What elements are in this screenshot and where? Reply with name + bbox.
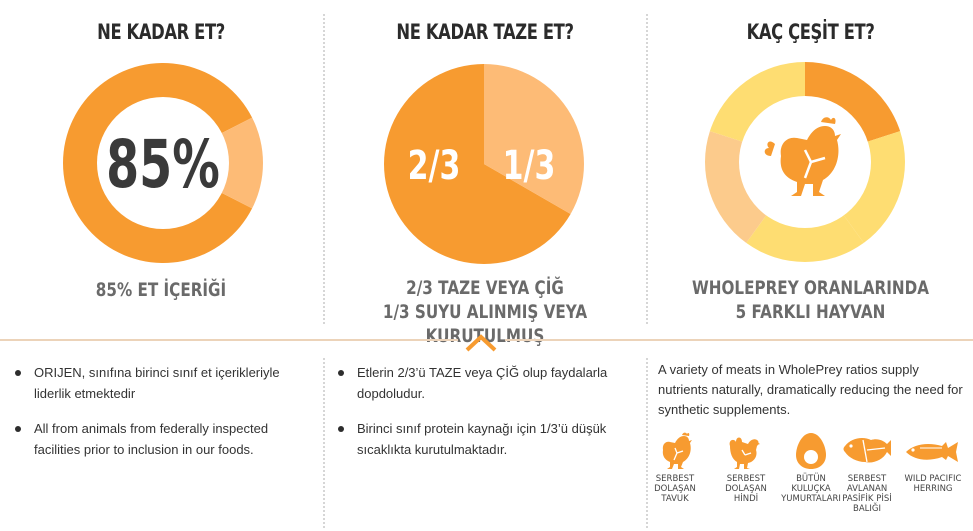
fresh-slice-1 — [384, 64, 571, 264]
caption-line: 1/3 SUYU ALINMIŞ VEYA KURUTULMUŞ — [382, 301, 588, 347]
donut-center-value: 85% — [106, 126, 220, 203]
panel-meat-amount: NE KADAR ET? 85% 85% ET İÇERİĞİ — [0, 0, 322, 327]
bullet-list-2: Etlerin 2/3’ü TAZE veya ÇİĞ olup faydala… — [337, 362, 627, 474]
panel-meat-variety: KAÇ ÇEŞİT ET? WHOLEPREY ORANLARINDA 5 FA… — [648, 0, 973, 327]
bullet-item: ORIJEN, sınıfına birinci sınıf et içerik… — [14, 362, 304, 404]
animal-label: SERBEST DOLAŞAN TAVUK — [654, 474, 696, 504]
divider — [323, 358, 325, 528]
egg-icon — [796, 433, 826, 469]
turkey-icon — [729, 437, 760, 469]
bullet-item: Etlerin 2/3’ü TAZE veya ÇİĞ olup faydala… — [337, 362, 627, 404]
bullet-item: Birinci sınıf protein kaynağı için 1/3’ü… — [337, 418, 627, 460]
animal-label: SERBEST DOLAŞAN HİNDİ — [725, 474, 767, 504]
panel-heading: NE KADAR ET? — [97, 20, 225, 44]
caption-line: 5 FARKLI HAYVAN — [735, 301, 886, 323]
panel-fresh-meat: NE KADAR TAZE ET? 2/3 1/3 2/3 TAZE VEYA … — [325, 0, 645, 347]
divider — [646, 14, 648, 324]
herring-icon — [906, 442, 958, 462]
panel-heading: KAÇ ÇEŞİT ET? — [746, 20, 875, 44]
animal-label: WILD PACIFIC HERRING — [904, 474, 962, 494]
caption-line: WHOLEPREY ORANLARINDA — [691, 277, 930, 299]
panel-caption: 2/3 TAZE VEYA ÇİĞ 1/3 SUYU ALINMIŞ VEYA … — [357, 276, 613, 348]
separator-line — [0, 339, 458, 341]
pie-chart-fresh: 2/3 1/3 — [384, 64, 584, 264]
bullet-item: All from animals from federally inspecte… — [14, 418, 304, 460]
caption-line: 2/3 TAZE VEYA ÇİĞ — [406, 277, 564, 299]
donut-chart-meat: 85% — [63, 63, 263, 263]
divider — [646, 358, 648, 528]
caption-line: 85% ET İÇERİĞİ — [95, 279, 227, 301]
chicken-icon — [764, 117, 841, 196]
animal-label: SERBEST AVLANAN PASİFİK PİSİ BALIĞI — [842, 474, 892, 514]
animal-flatfish: SERBEST AVLANAN PASİFİK PİSİ BALIĞI — [836, 432, 898, 514]
panel-heading: NE KADAR TAZE ET? — [396, 20, 574, 44]
animal-herring: WILD PACIFIC HERRING — [900, 432, 966, 494]
wholeprey-description: A variety of meats in WholePrey ratios s… — [658, 362, 963, 417]
panel-caption: 85% ET İÇERİĞİ — [32, 278, 290, 302]
animal-chicken: SERBEST DOLAŞAN TAVUK — [644, 432, 706, 504]
fresh-slice-2 — [484, 64, 584, 214]
animal-label: BÜTÜN KULUÇKA YUMURTALARI — [781, 474, 841, 504]
chicken-icon — [662, 432, 692, 469]
pie-label-fresh: 2/3 — [408, 143, 461, 189]
animal-turkey: SERBEST DOLAŞAN HİNDİ — [715, 432, 777, 504]
pie-label-dried: 1/3 — [503, 143, 556, 189]
separator-line — [505, 339, 973, 341]
animal-egg: BÜTÜN KULUÇKA YUMURTALARI — [780, 432, 842, 504]
divider — [323, 14, 325, 324]
flatfish-icon — [843, 438, 891, 463]
chevron-up-icon — [465, 334, 497, 352]
panel-caption: WHOLEPREY ORANLARINDA 5 FARKLI HAYVAN — [681, 276, 941, 324]
bullet-list-1: ORIJEN, sınıfına birinci sınıf et içerik… — [14, 362, 304, 474]
donut-chart-variety — [705, 62, 905, 262]
